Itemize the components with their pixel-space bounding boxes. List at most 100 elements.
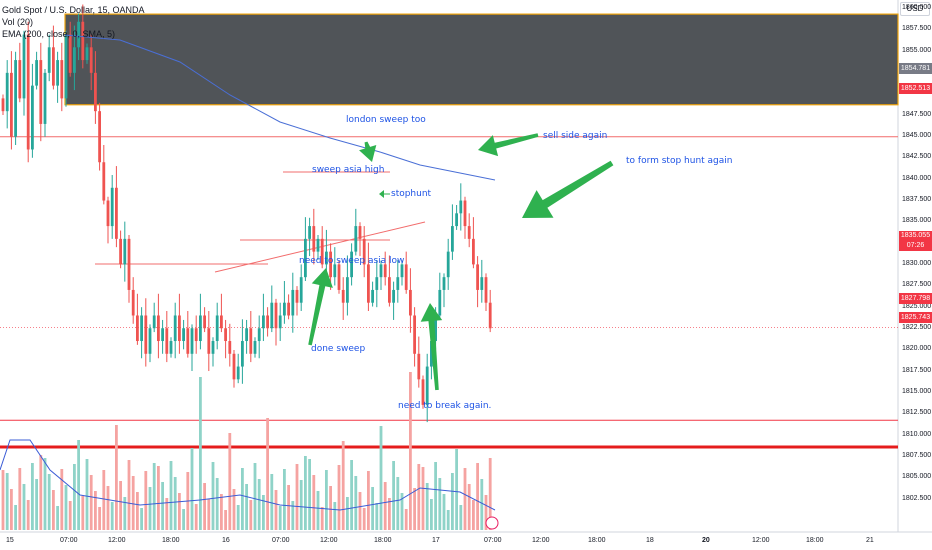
- volume-bar: [64, 485, 68, 530]
- candle-body: [81, 21, 85, 61]
- time-axis-label: 17: [432, 537, 440, 544]
- note-stop-hunt-again[interactable]: to form stop hunt again: [626, 156, 733, 166]
- candle-body: [362, 238, 366, 265]
- candle-body: [115, 187, 118, 239]
- note-done-sweep[interactable]: done sweep: [311, 344, 366, 354]
- volume-bar: [388, 498, 391, 530]
- note-sell-side[interactable]: sell side again: [543, 131, 608, 141]
- volume-bar: [367, 471, 370, 530]
- volume-bar: [350, 460, 353, 530]
- volume-bar: [165, 498, 169, 530]
- volume-bar: [442, 494, 446, 530]
- candle-body: [31, 85, 34, 150]
- volume-bar: [274, 490, 278, 530]
- time-axis-label: 18:00: [588, 537, 606, 544]
- volume-bar: [354, 476, 358, 530]
- candle-body: [52, 47, 55, 86]
- volume-bar: [249, 500, 253, 530]
- volume-bar: [190, 448, 194, 530]
- volume-bar: [102, 470, 106, 530]
- price-axis-label: 1817.500: [902, 366, 932, 374]
- volume-bar: [26, 500, 30, 530]
- price-axis-label: 1802.500: [902, 494, 932, 502]
- candle-body: [1, 98, 5, 112]
- volume-bar: [31, 463, 34, 530]
- time-axis-label: 16: [222, 537, 230, 544]
- candle-body: [228, 341, 232, 354]
- candle-body: [232, 353, 236, 380]
- note-need-to-break[interactable]: need to break again.: [398, 401, 492, 411]
- volume-bar: [375, 503, 379, 530]
- volume-bar: [148, 487, 152, 530]
- volume-bar: [320, 507, 324, 530]
- candle-body: [430, 341, 433, 367]
- volume-bar: [68, 501, 72, 530]
- volume-bar: [22, 484, 26, 530]
- candle-body: [329, 251, 332, 278]
- candle-body: [350, 251, 353, 278]
- candle-body: [47, 47, 51, 73]
- volume-bar: [207, 499, 211, 530]
- volume-bar: [203, 483, 206, 530]
- candle-body: [60, 60, 64, 99]
- currency-button[interactable]: USD: [900, 2, 930, 16]
- volume-bar: [362, 508, 366, 530]
- volume-bar: [5, 473, 9, 530]
- volume-bar: [404, 509, 408, 530]
- candle-body: [375, 277, 379, 290]
- ema-line: [64, 34, 496, 181]
- note-stophunt[interactable]: stophunt: [391, 189, 432, 199]
- candle-body: [270, 302, 274, 329]
- time-axis-label: 20: [702, 537, 710, 544]
- candle-body: [442, 277, 446, 290]
- volume-bar: [94, 491, 97, 530]
- candle-body: [169, 341, 173, 354]
- candle-body: [291, 289, 295, 316]
- note-london-sweep[interactable]: london sweep too: [346, 115, 426, 125]
- volume-bar: [308, 459, 311, 530]
- candle-body: [148, 328, 152, 354]
- volume-bar: [430, 499, 433, 530]
- price-axis-label: 1815.000: [902, 387, 932, 395]
- arrow-london: [359, 141, 377, 162]
- volume-bar: [396, 477, 400, 530]
- volume-bar: [295, 464, 299, 530]
- candle-body: [463, 200, 467, 227]
- candle-body: [207, 328, 211, 354]
- candle-body: [404, 264, 408, 290]
- price-tag-current: 1835.055 07:26: [899, 231, 932, 251]
- time-axis-label: 18:00: [806, 537, 824, 544]
- candle-body: [476, 264, 479, 290]
- volume-bar: [312, 475, 316, 530]
- candle-body: [333, 264, 337, 278]
- candle-body: [278, 315, 282, 329]
- candle-body: [77, 21, 80, 48]
- volume-bar: [232, 489, 236, 530]
- volume-bar: [236, 505, 240, 530]
- volume-bar: [257, 479, 261, 530]
- volume-bar: [488, 458, 492, 530]
- volume-bar: [451, 473, 454, 530]
- volume-bar: [178, 493, 181, 530]
- candle-body: [354, 226, 358, 252]
- note-need-sweep-asia-low[interactable]: need to sweep asia low: [299, 256, 405, 266]
- volume-bar: [304, 456, 307, 530]
- arrow-stop-hunt: [522, 160, 614, 218]
- candle-body: [299, 277, 303, 303]
- candle-body: [451, 226, 454, 252]
- candle-body: [199, 315, 202, 342]
- volume-bar: [425, 483, 429, 530]
- time-axis-label: 07:00: [272, 537, 290, 544]
- volume-bar: [417, 464, 421, 530]
- volume-bar: [278, 506, 282, 530]
- note-sweep-asia-high[interactable]: sweep asia high: [312, 165, 385, 175]
- candle-body: [94, 72, 97, 112]
- volume-bar: [270, 474, 274, 530]
- symbol-title[interactable]: Gold Spot / U.S. Dollar, 15, OANDA: [2, 5, 145, 15]
- volume-indicator-label[interactable]: Vol (20): [2, 17, 34, 27]
- ema-indicator-label[interactable]: EMA (200, close, 0, SMA, 5): [2, 29, 116, 39]
- candle-body: [467, 226, 471, 239]
- volume-bar: [434, 462, 437, 530]
- volume-bar: [157, 466, 160, 530]
